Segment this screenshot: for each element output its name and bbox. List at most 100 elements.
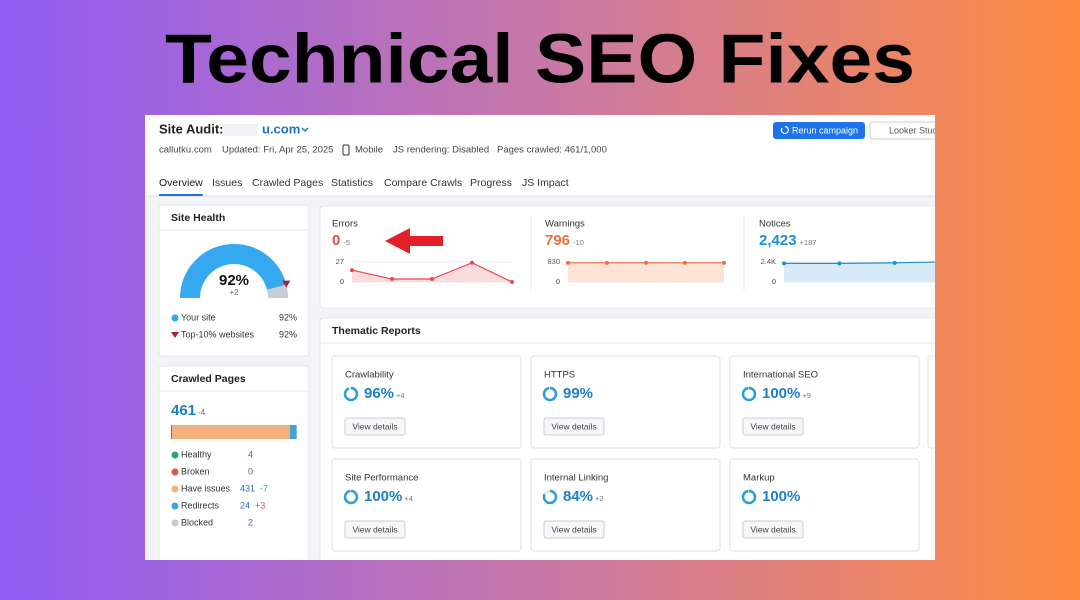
sparkline-point bbox=[390, 277, 394, 282]
bar-segment bbox=[289, 425, 297, 439]
legend-dot bbox=[171, 451, 179, 459]
view-details-button[interactable] bbox=[742, 417, 804, 436]
metric-label: Notices bbox=[759, 219, 791, 230]
report-name: HTTPS bbox=[544, 370, 575, 381]
site-url: callutku.com bbox=[159, 145, 212, 156]
tab[interactable]: Progress bbox=[470, 177, 512, 189]
view-details-label[interactable]: View details bbox=[352, 421, 397, 431]
legend-dot bbox=[171, 314, 179, 322]
metric-delta: -5 bbox=[343, 238, 350, 247]
mobile-icon bbox=[342, 144, 350, 156]
bar-segment bbox=[172, 425, 290, 439]
view-details-button[interactable] bbox=[543, 520, 605, 539]
legend-value: 92% bbox=[279, 329, 297, 339]
y-tick-label: 0 bbox=[340, 277, 344, 286]
legend-value: 24 bbox=[240, 500, 250, 510]
report-score: 100% bbox=[762, 385, 800, 402]
view-details-label[interactable]: View details bbox=[551, 421, 596, 431]
tab[interactable]: JS Impact bbox=[522, 177, 569, 189]
report-name: Markup bbox=[743, 473, 775, 484]
metric-label: Warnings bbox=[545, 219, 585, 230]
score-ring bbox=[343, 386, 359, 402]
score-ring bbox=[741, 386, 757, 402]
report-name: Crawlability bbox=[345, 370, 394, 381]
view-details-label[interactable]: View details bbox=[352, 524, 397, 534]
report-card-partial bbox=[927, 355, 935, 449]
view-details-label[interactable]: View details bbox=[551, 524, 596, 534]
health-delta: +2 bbox=[229, 288, 239, 297]
tab[interactable]: Statistics bbox=[331, 177, 373, 189]
sparkline-point bbox=[683, 260, 687, 265]
looker-button[interactable] bbox=[869, 121, 950, 140]
blurred-domain bbox=[224, 124, 258, 136]
annotation-arrow bbox=[385, 228, 443, 254]
view-details-button[interactable] bbox=[742, 520, 804, 539]
sparkline-point bbox=[837, 261, 842, 266]
crawled-total: 461 bbox=[171, 402, 196, 419]
sparkline-area bbox=[352, 262, 512, 282]
active-tab-indicator bbox=[159, 194, 203, 196]
legend-value: 92% bbox=[279, 312, 297, 322]
crawled-delta: -4 bbox=[198, 408, 206, 417]
legend-label: Your site bbox=[181, 312, 216, 322]
sparkline-area bbox=[784, 262, 935, 282]
sparkline-point bbox=[722, 260, 726, 265]
legend-dot bbox=[171, 468, 179, 476]
updated: Updated: Fri, Apr 25, 2025 bbox=[222, 145, 333, 156]
legend-label: Healthy bbox=[181, 449, 212, 459]
report-name: Internal Linking bbox=[544, 473, 608, 484]
domain[interactable]: u.com bbox=[262, 121, 300, 136]
bar-segment bbox=[296, 425, 297, 439]
sparkline-point bbox=[892, 260, 897, 265]
legend-delta: -7 bbox=[260, 483, 268, 493]
metric-value: 2,423 bbox=[759, 232, 797, 249]
sparkline-point bbox=[350, 268, 354, 273]
legend-value: 0 bbox=[248, 466, 253, 476]
legend-label: Have issues bbox=[181, 483, 231, 493]
score-ring bbox=[343, 489, 359, 505]
benchmark-marker bbox=[282, 280, 291, 288]
legend-dot bbox=[171, 502, 179, 510]
sparkline-point bbox=[566, 260, 570, 265]
view-details-label[interactable]: View details bbox=[750, 524, 795, 534]
metric-value: 0 bbox=[332, 232, 340, 249]
report-name: Site Performance bbox=[345, 473, 418, 484]
view-details-button[interactable] bbox=[543, 417, 605, 436]
tab[interactable]: Compare Crawls bbox=[384, 177, 462, 189]
y-tick-label: 0 bbox=[556, 277, 560, 286]
refresh-icon bbox=[780, 125, 789, 135]
view-details-button[interactable] bbox=[344, 417, 406, 436]
sparkline-point bbox=[510, 280, 514, 284]
legend-triangle bbox=[171, 332, 179, 338]
looker-label[interactable]: Looker Stud bbox=[889, 125, 938, 135]
sparkline-point bbox=[430, 277, 434, 282]
y-tick-label: 27 bbox=[336, 257, 344, 266]
tab[interactable]: Overview bbox=[159, 177, 203, 189]
report-score: 96% bbox=[364, 385, 394, 402]
card-title: Thematic Reports bbox=[332, 325, 421, 337]
sparkline bbox=[784, 261, 935, 264]
view-details-button[interactable] bbox=[344, 520, 406, 539]
report-delta: +4 bbox=[396, 391, 405, 400]
y-tick-label: 0 bbox=[772, 277, 776, 286]
metric-value: 796 bbox=[545, 232, 570, 249]
rerun-button[interactable] bbox=[773, 122, 865, 139]
legend-value: 431 bbox=[240, 483, 255, 493]
chevron bbox=[301, 127, 309, 132]
screenshot: Site Audit: u.com callutku.com Updated: … bbox=[145, 115, 950, 560]
device: Mobile bbox=[355, 145, 383, 156]
rerun-label[interactable]: Rerun campaign bbox=[792, 125, 858, 135]
tab[interactable]: Issues bbox=[212, 177, 242, 189]
legend-dot bbox=[171, 485, 179, 493]
health-score: 92% bbox=[219, 272, 249, 289]
tab[interactable]: Crawled Pages bbox=[252, 177, 323, 189]
legend-label: Redirects bbox=[181, 500, 220, 510]
legend-label: Top-10% websites bbox=[181, 329, 255, 339]
report-score: 84% bbox=[563, 488, 593, 505]
metric-delta: -10 bbox=[573, 238, 584, 247]
sparkline-point bbox=[605, 260, 609, 265]
page-label: Site Audit: bbox=[159, 121, 224, 136]
view-details-label[interactable]: View details bbox=[750, 421, 795, 431]
y-tick-label: 2.4K bbox=[761, 257, 776, 266]
